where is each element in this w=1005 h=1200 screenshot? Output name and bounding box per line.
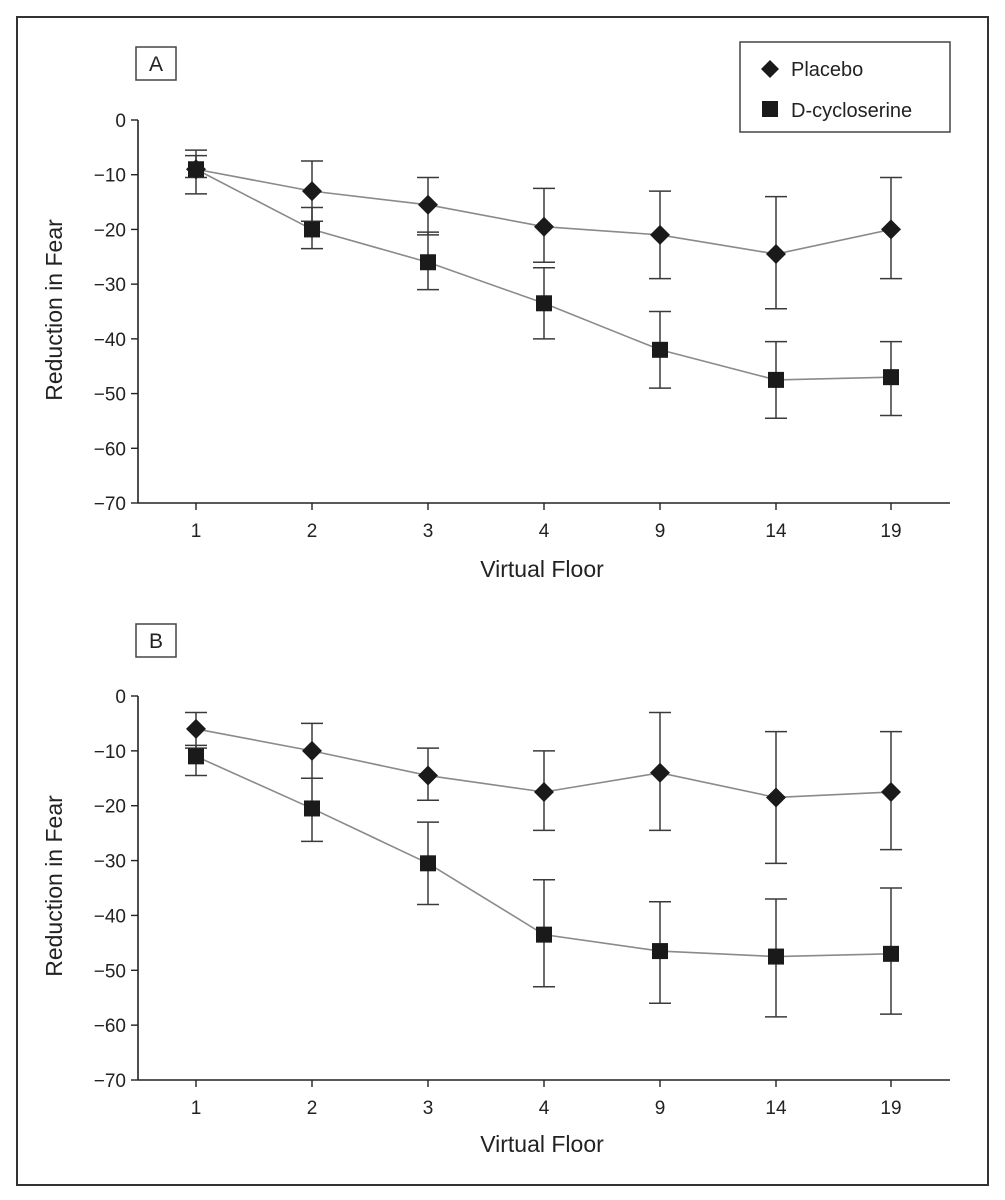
data-point-square bbox=[304, 221, 320, 238]
data-point-square bbox=[768, 948, 784, 965]
x-tick-label: 4 bbox=[539, 521, 550, 542]
legend: Placebo D-cycloserine bbox=[739, 41, 951, 133]
data-point-diamond bbox=[650, 762, 670, 783]
x-tick-label: 2 bbox=[307, 521, 318, 542]
data-point-square bbox=[536, 295, 552, 312]
panel-label: A bbox=[149, 53, 163, 76]
panel-a: A 0 −10 −20 −30 −40 −50 −60 −70 1 2 3 4 9 14 19 Virtua… bbox=[41, 41, 951, 582]
y-tick-label: −50 bbox=[94, 385, 126, 406]
y-tick-label: −70 bbox=[94, 1071, 126, 1092]
data-point-diamond bbox=[881, 219, 901, 240]
plot-area: 0 −10 −20 −30 −40 −50 −60 −70 1 2 3 4 9 14 19 bbox=[94, 111, 950, 542]
data-point-square bbox=[652, 341, 668, 358]
y-tick-label: −20 bbox=[94, 797, 126, 818]
y-axis-title: Reduction in Fear bbox=[41, 219, 67, 401]
x-tick-label: 4 bbox=[539, 1098, 550, 1119]
data-point-diamond bbox=[881, 782, 901, 802]
figure-frame bbox=[16, 16, 989, 1186]
data-point-square bbox=[420, 254, 436, 271]
legend-square-icon bbox=[762, 101, 778, 117]
legend-label-placebo: Placebo bbox=[791, 59, 863, 81]
y-tick-label: −20 bbox=[94, 220, 126, 241]
y-tick-label: −70 bbox=[94, 494, 126, 515]
x-tick-label: 9 bbox=[655, 521, 666, 542]
data-point-diamond bbox=[766, 244, 786, 265]
x-tick-label: 14 bbox=[765, 521, 787, 542]
panel-b: B 0 −10 −20 −30 −40 −50 −60 −70 1 2 3 4 9 14 19 Virtua… bbox=[41, 623, 950, 1157]
x-tick-label: 19 bbox=[880, 521, 901, 542]
x-tick-label: 3 bbox=[423, 1098, 434, 1119]
data-point-diamond bbox=[186, 718, 206, 739]
data-point-square bbox=[883, 369, 899, 386]
data-point-diamond bbox=[418, 194, 438, 215]
x-axis-title: Virtual Floor bbox=[480, 1131, 604, 1157]
data-point-square bbox=[420, 855, 436, 872]
y-tick-label: −10 bbox=[94, 742, 126, 763]
data-point-diamond bbox=[302, 740, 322, 761]
data-point-square bbox=[188, 748, 204, 765]
data-point-diamond bbox=[418, 765, 438, 786]
data-point-diamond bbox=[650, 224, 670, 245]
y-tick-label: −10 bbox=[94, 166, 126, 187]
data-point-diamond bbox=[534, 216, 554, 237]
y-tick-label: −60 bbox=[94, 1016, 126, 1037]
data-point-square bbox=[536, 926, 552, 943]
legend-label-d-cycloserine: D-cycloserine bbox=[791, 100, 912, 122]
x-tick-label: 1 bbox=[191, 1098, 202, 1119]
y-tick-label: −50 bbox=[94, 961, 126, 982]
data-point-square bbox=[883, 945, 899, 962]
data-point-square bbox=[652, 943, 668, 960]
y-tick-label: −60 bbox=[94, 439, 126, 460]
x-tick-label: 2 bbox=[307, 1098, 318, 1119]
y-tick-label: −30 bbox=[94, 852, 126, 873]
data-point-square bbox=[304, 800, 320, 817]
data-point-square bbox=[188, 161, 204, 178]
y-tick-label: −40 bbox=[94, 330, 126, 351]
y-axis-title: Reduction in Fear bbox=[41, 795, 67, 977]
x-axis-title: Virtual Floor bbox=[480, 556, 604, 582]
y-tick-label: −40 bbox=[94, 906, 126, 927]
y-tick-label: 0 bbox=[115, 687, 126, 708]
y-tick-label: 0 bbox=[115, 111, 126, 132]
y-tick-label: −30 bbox=[94, 275, 126, 296]
x-tick-label: 3 bbox=[423, 521, 434, 542]
data-point-square bbox=[768, 371, 784, 388]
panel-label-box bbox=[135, 46, 177, 81]
panel-label: B bbox=[149, 630, 163, 653]
data-point-diamond bbox=[766, 787, 786, 808]
data-point-diamond bbox=[534, 782, 554, 802]
x-tick-label: 1 bbox=[191, 521, 202, 542]
legend-diamond-icon bbox=[761, 60, 779, 78]
data-point-diamond bbox=[302, 181, 322, 202]
x-tick-label: 14 bbox=[765, 1098, 787, 1119]
plot-area: 0 −10 −20 −30 −40 −50 −60 −70 1 2 3 4 9 14 19 bbox=[94, 687, 950, 1119]
x-tick-label: 9 bbox=[655, 1098, 666, 1119]
x-tick-label: 19 bbox=[880, 1098, 901, 1119]
panel-label-box bbox=[135, 623, 177, 658]
